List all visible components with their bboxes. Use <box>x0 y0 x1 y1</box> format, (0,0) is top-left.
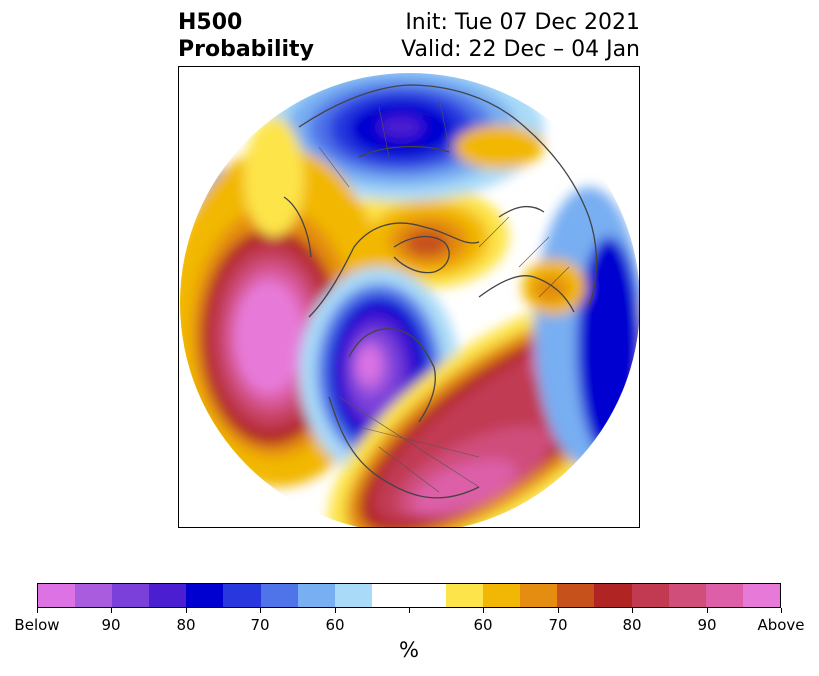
colorbar-tick-label: 60 <box>325 616 345 634</box>
colorbar-segment <box>112 584 150 607</box>
colorbar-tick <box>186 608 187 613</box>
colorbar-tick-label: 80 <box>622 616 642 634</box>
colorbar-unit-label: % <box>399 638 419 662</box>
colorbar-tick-label: 70 <box>548 616 568 634</box>
colorbar-segment <box>334 584 372 607</box>
colorbar <box>37 583 781 608</box>
map-disk <box>180 73 639 527</box>
coastlines <box>283 84 598 499</box>
colorbar-segment <box>631 584 669 607</box>
title-right: Init: Tue 07 Dec 2021 Valid: 22 Dec – 04… <box>401 9 640 63</box>
title-left: H500 Probability <box>178 9 314 63</box>
colorbar-tick <box>111 608 112 613</box>
colorbar-segment <box>594 584 632 607</box>
alaska-above-anomaly <box>244 117 304 237</box>
colorbar-segment <box>742 584 780 607</box>
colorbar-segment <box>371 584 409 607</box>
colorbar-tick <box>632 608 633 613</box>
title-valid: Valid: 22 Dec – 04 Jan <box>401 37 640 62</box>
colorbar-segment <box>38 584 76 607</box>
colorbar-segment <box>260 584 298 607</box>
europe-below-anomaly <box>534 187 639 467</box>
colorbar-tick <box>483 608 484 613</box>
colorbar-tick <box>260 608 261 613</box>
colorbar-tick <box>558 608 559 613</box>
colorbar-tick-label: 60 <box>473 616 493 634</box>
map-panel <box>178 66 640 528</box>
colorbar-tick <box>335 608 336 613</box>
colorbar-segment <box>223 584 261 607</box>
colorbar-tick-label: 80 <box>176 616 196 634</box>
asia-above-anomaly <box>454 125 544 169</box>
borders <box>318 96 570 493</box>
colorbar-segment <box>408 584 447 607</box>
colorbar-segment <box>297 584 335 607</box>
title-variable: H500 <box>178 10 243 35</box>
colorbar-segment <box>446 584 484 607</box>
colorbar-segment <box>520 584 558 607</box>
colorbar-segment <box>483 584 521 607</box>
title-init: Init: Tue 07 Dec 2021 <box>405 10 640 35</box>
colorbar-tick <box>707 608 708 613</box>
colorbar-segment <box>705 584 743 607</box>
colorbar-segment <box>75 584 113 607</box>
probability-map <box>180 73 639 527</box>
colorbar-tick-label: 90 <box>697 616 717 634</box>
colorbar-tick <box>409 608 410 613</box>
colorbar-tick-label: 70 <box>250 616 270 634</box>
colorbar-tick-label: Above <box>757 616 805 634</box>
colorbar-segment <box>186 584 224 607</box>
colorbar-segment <box>149 584 187 607</box>
colorbar-tick-label: Below <box>14 616 60 634</box>
title-type: Probability <box>178 37 314 62</box>
colorbar-segment <box>668 584 706 607</box>
colorbar-tick <box>37 608 38 613</box>
colorbar-tick <box>781 608 782 613</box>
colorbar-segment <box>557 584 595 607</box>
colorbar-tick-label: 90 <box>101 616 121 634</box>
